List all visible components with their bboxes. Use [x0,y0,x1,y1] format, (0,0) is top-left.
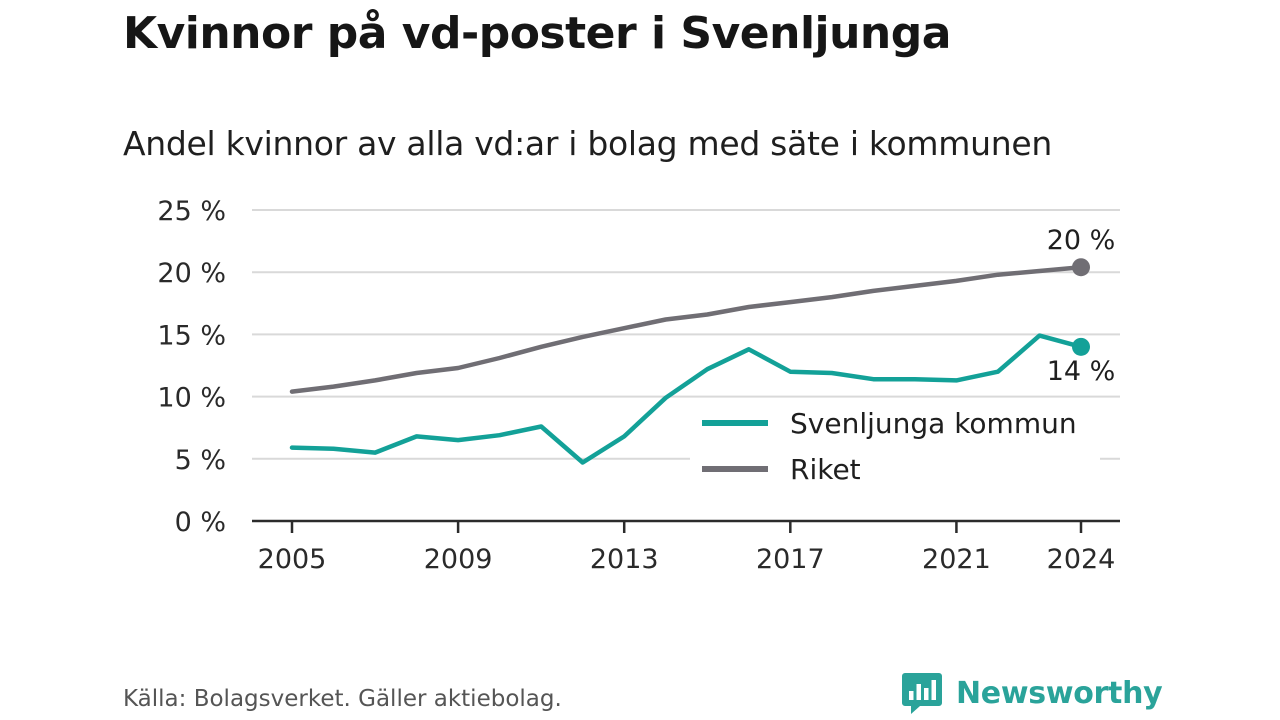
series-end-point [1072,258,1090,277]
line-chart: 0 %5 %10 %15 %20 %25 % 2005 2009 2013 2017 2… [157,196,1120,575]
y-tick-label: 0 % [175,507,226,538]
legend-background [690,398,1100,498]
chart-subtitle: Andel kvinnor av alla vd:ar i bolag med … [123,124,1052,163]
y-tick-label: 5 % [175,445,226,476]
series-lines [289,258,1090,465]
x-tick-label: 2021 [922,544,991,575]
source-note: Källa: Bolagsverket. Gäller aktiebolag. [123,686,562,712]
grid-lines [252,209,1120,460]
legend-label: Riket [790,453,861,486]
end-label: 14 % [1047,356,1116,387]
newsworthy-logo-icon [902,673,942,714]
series-line [289,264,1084,394]
y-axis-ticks: 0 % 5 % 10 % 15 % 20 % 25 % [157,196,226,538]
y-tick-label: 10 % [157,383,226,414]
brand-name: Newsworthy [956,675,1163,711]
legend: Svenljunga kommun Riket [690,398,1100,498]
x-tick-label: 2005 [258,544,327,575]
series-end-point [1072,337,1090,356]
y-tick-label: 25 % [157,196,226,227]
brand-logo: Newsworthy [902,670,1163,716]
y-tick-label: 15 % [157,320,226,351]
series-line [289,333,1084,465]
x-tick-label: 2024 [1047,544,1116,575]
x-tick-label: 2009 [424,544,493,575]
chart-title: Kvinnor på vd-poster i Svenljunga [123,8,951,59]
end-labels: 14 % 20 % [1047,225,1116,387]
x-tick-label: 2017 [756,544,825,575]
x-tick-label: 2013 [590,544,659,575]
end-label: 20 % [1047,225,1116,256]
legend-label: Svenljunga kommun [790,407,1077,440]
y-tick-label: 20 % [157,258,226,289]
x-axis: 2005 2009 2013 2017 2021 2024 [252,519,1120,575]
